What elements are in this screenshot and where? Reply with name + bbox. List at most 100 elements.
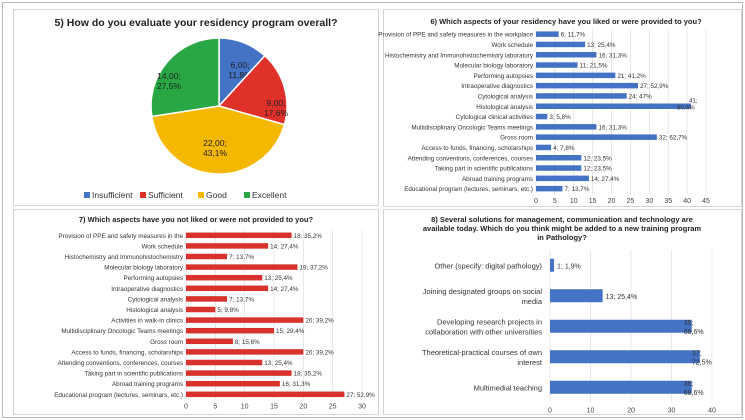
pie-slice bbox=[150, 37, 220, 118]
liked-bar bbox=[536, 93, 627, 99]
solutions-tick-label: 40 bbox=[708, 408, 716, 415]
not-liked-tick-label: 15 bbox=[270, 404, 278, 411]
liked-category-label: Educational program (lectures, seminars,… bbox=[404, 186, 533, 193]
not-liked-bar bbox=[186, 327, 274, 334]
not-liked-data-label: 16; 31,3% bbox=[282, 381, 311, 388]
liked-bar bbox=[536, 124, 597, 130]
legend-swatch bbox=[198, 192, 204, 198]
pie-data-label: 17,6% bbox=[264, 108, 289, 118]
liked-data-label: 11; 21,5% bbox=[580, 63, 608, 70]
liked-tick-label: 35 bbox=[664, 198, 672, 205]
not-liked-data-label: 15; 29,4% bbox=[276, 328, 305, 335]
liked-category-label: Cytological clinical activities bbox=[456, 114, 533, 121]
liked-category-label: Gross room bbox=[500, 135, 533, 142]
liked-category-label: Attending conventions, conferences, cour… bbox=[408, 155, 533, 162]
not-liked-category-label: Taking part in scientific publications bbox=[85, 371, 183, 378]
liked-bar bbox=[536, 185, 563, 192]
liked-data-label: 41; bbox=[689, 97, 698, 104]
not-liked-aspects-panel: 7) Which aspects have you not liked or w… bbox=[13, 209, 379, 415]
not-liked-category-label: Educational program (lectures, seminars,… bbox=[54, 392, 183, 399]
liked-category-label: Taking part in scientific publications bbox=[435, 166, 533, 173]
legend-swatch bbox=[140, 192, 146, 198]
solutions-tick-label: 20 bbox=[627, 408, 635, 415]
not-liked-bar bbox=[186, 264, 298, 270]
not-liked-data-label: 13; 25,4% bbox=[264, 275, 293, 282]
solutions-data-label: 1; 1,9% bbox=[557, 263, 581, 270]
training-solutions-chart: 8) Several solutions for management, com… bbox=[422, 215, 716, 415]
not-liked-data-label: 19; 37,2% bbox=[299, 265, 328, 272]
not-liked-data-label: 13; 25,4% bbox=[264, 360, 293, 367]
liked-data-label: 3; 5,8% bbox=[549, 114, 571, 121]
pie-data-label: 9,00; bbox=[267, 98, 286, 108]
liked-data-label: 32; 62,7% bbox=[659, 135, 688, 142]
not-liked-bar bbox=[186, 232, 292, 239]
solutions-category-label: Theoretical-practical courses of own bbox=[422, 348, 542, 357]
liked-data-label: 13; 25,4% bbox=[587, 42, 616, 49]
solutions-data-label: 72,5% bbox=[692, 359, 712, 366]
not-liked-data-label: 20; 39,2% bbox=[305, 349, 334, 356]
liked-category-label: Histochemistry and Immunohistochemistry … bbox=[385, 52, 534, 59]
liked-category-label: Abroad training programs bbox=[462, 176, 533, 183]
solutions-data-label: 68,6% bbox=[684, 329, 704, 336]
solutions-bar bbox=[550, 380, 692, 394]
not-liked-category-label: Abroad training programs bbox=[112, 381, 183, 388]
not-liked-tick-label: 25 bbox=[329, 404, 337, 411]
liked-data-label: 7; 13,7% bbox=[564, 186, 589, 193]
liked-bar bbox=[536, 82, 638, 89]
not-liked-data-label: 7; 13,7% bbox=[229, 296, 254, 303]
liked-category-label: Multidisciplinary Oncologic Teams meetin… bbox=[411, 124, 533, 131]
training-solutions-title-line-3: in Pathology? bbox=[537, 233, 587, 242]
not-liked-bar bbox=[186, 243, 269, 249]
liked-data-label: 24; 47% bbox=[629, 93, 653, 100]
pie-data-label: 14,00; bbox=[157, 71, 181, 81]
not-liked-category-label: Provision of PPE and safety measures in … bbox=[58, 233, 183, 240]
not-liked-category-label: Activities in walk-in clinics bbox=[111, 318, 183, 325]
not-liked-data-label: 18; 35,2% bbox=[294, 371, 323, 378]
not-liked-bar bbox=[186, 317, 304, 323]
not-liked-category-label: Performing autopsies bbox=[123, 275, 183, 282]
legend-label: Good bbox=[206, 190, 227, 200]
not-liked-aspects-title: 7) Which aspects have you not liked or w… bbox=[79, 215, 314, 224]
liked-bar bbox=[536, 113, 548, 120]
liked-category-label: Provision of PPE and safety measures in … bbox=[378, 32, 533, 39]
liked-category-label: Histological analysis bbox=[476, 104, 533, 111]
not-liked-tick-label: 5 bbox=[213, 404, 217, 411]
not-liked-category-label: Intraoperative diagnostics bbox=[111, 286, 183, 293]
pie-data-label: 27,5% bbox=[157, 81, 182, 91]
not-liked-data-label: 20; 39,2% bbox=[305, 318, 334, 325]
liked-data-label: 27; 52,9% bbox=[640, 83, 669, 90]
liked-category-label: Performing autopsies bbox=[473, 73, 533, 80]
solutions-tick-label: 10 bbox=[587, 408, 595, 415]
liked-bar bbox=[536, 31, 559, 37]
not-liked-bar bbox=[186, 370, 292, 376]
pie-data-label: 43,1% bbox=[203, 148, 228, 158]
liked-data-label: 6; 11,7% bbox=[561, 32, 586, 39]
not-liked-category-label: Access to funds, financing, scholarships bbox=[71, 349, 183, 356]
not-liked-data-label: 14; 27,4% bbox=[270, 243, 299, 250]
liked-data-label: 14; 27,4% bbox=[591, 176, 620, 183]
solutions-bar bbox=[550, 350, 700, 364]
not-liked-tick-label: 20 bbox=[299, 404, 307, 411]
not-liked-data-label: 27; 52,9% bbox=[346, 392, 375, 399]
not-liked-bar bbox=[186, 359, 263, 366]
pie-title: 5) How do you evaluate your residency pr… bbox=[55, 17, 338, 29]
liked-category-label: Intraoperative diagnostics bbox=[461, 83, 533, 90]
not-liked-data-label: 7; 13,7% bbox=[229, 254, 254, 261]
not-liked-tick-label: 30 bbox=[358, 404, 366, 411]
legend-label: Insufficient bbox=[92, 190, 133, 200]
training-solutions-panel: 8) Several solutions for management, com… bbox=[383, 209, 742, 415]
liked-data-label: 16; 31,3% bbox=[598, 52, 627, 59]
solutions-data-label: 13; 25,4% bbox=[606, 294, 638, 301]
pie-data-label: 22,00; bbox=[203, 138, 227, 148]
not-liked-tick-label: 0 bbox=[184, 404, 188, 411]
solutions-data-label: 68,6% bbox=[684, 390, 704, 397]
solutions-category-label: Multimedial teaching bbox=[474, 383, 542, 392]
liked-bar bbox=[536, 72, 616, 79]
liked-bar bbox=[536, 155, 582, 161]
solutions-data-label: 35; bbox=[684, 320, 694, 327]
liked-data-label: 80,4% bbox=[677, 104, 695, 111]
not-liked-category-label: Histological analysis bbox=[126, 307, 183, 314]
liked-aspects-panel: 6) Which aspects of your residency have … bbox=[378, 9, 742, 207]
pie-chart-panel: 5) How do you evaluate your residency pr… bbox=[13, 9, 379, 206]
